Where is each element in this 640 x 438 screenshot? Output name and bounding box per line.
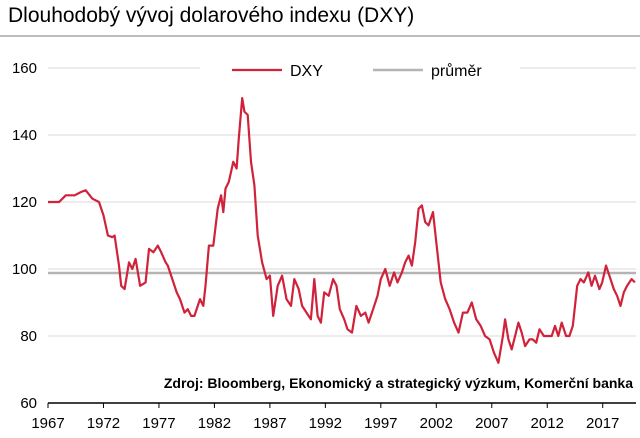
y-tick-label: 120 — [12, 194, 37, 211]
x-tick-label: 1997 — [364, 415, 397, 432]
y-tick-label: 100 — [12, 261, 37, 278]
x-tick-label: 2007 — [475, 415, 508, 432]
x-tick-label: 1982 — [198, 415, 231, 432]
x-tick-label: 2002 — [420, 415, 453, 432]
y-tick-label: 80 — [20, 328, 37, 345]
y-tick-label: 160 — [12, 60, 37, 77]
grid-lines — [48, 67, 636, 337]
source-background — [160, 370, 636, 394]
source-note: Zdroj: Bloomberg, Ekonomický a strategic… — [164, 375, 633, 391]
legend-average-label: průměr — [431, 62, 482, 80]
dxy-series-line — [48, 97, 636, 364]
x-tick-label: 1972 — [87, 415, 120, 432]
x-tick-label: 1967 — [31, 415, 64, 432]
legend-dxy-label: DXY — [290, 63, 323, 80]
chart-title: Dlouhodobý vývoj dolarového indexu (DXY) — [8, 4, 415, 27]
y-tick-label: 140 — [12, 127, 37, 144]
title-divider — [0, 35, 640, 37]
x-tick-label: 2012 — [531, 415, 564, 432]
x-tick-label: 1992 — [309, 415, 342, 432]
legend: DXY průměr — [232, 62, 482, 80]
y-tick-label: 60 — [20, 395, 37, 412]
x-tick-label: 2017 — [586, 415, 619, 432]
x-tick-label: 1977 — [142, 415, 175, 432]
y-axis: 60 80 100 120 140 160 — [12, 60, 37, 412]
x-axis: 1967 1972 1977 1982 1987 1992 1997 2002 2007 2012… — [31, 403, 619, 432]
x-tick-label: 1987 — [253, 415, 286, 432]
